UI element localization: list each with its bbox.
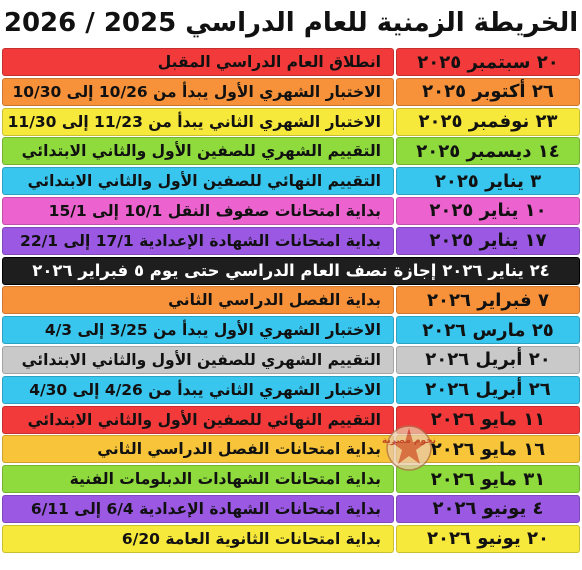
row-date: ٢٣ نوفمبر ٢٠٢٥ [396, 107, 580, 136]
row-date: ٢٦ أبريل ٢٠٢٦ [396, 375, 580, 404]
watermark-logo: نجوم مصرية [368, 420, 450, 476]
row-date: ٣١ مايو ٢٠٢٦ [396, 465, 580, 494]
row-event: بداية امتحانات الفصل الدراسي الثاني [2, 435, 394, 464]
row-event: التقييم النهائي للصفين الأول والثاني الا… [2, 405, 394, 434]
timeline-row: ٣١ مايو ٢٠٢٦ بداية امتحانات الشهادات الدب… [0, 465, 582, 494]
row-event: بداية امتحانات صفوف النقل 10/1 إلى 15/1 [2, 196, 394, 225]
timeline-row: ٢٠ أبريل ٢٠٢٦ التقييم الشهري للصفين الأول… [0, 345, 582, 374]
row-event: الاختبار الشهري الثاني يبدأ من 11/23 إلى… [2, 107, 394, 136]
timeline-row: ٣ يناير ٢٠٢٥ التقييم النهائي للصفين الأول… [0, 167, 582, 196]
holiday-banner-row: ٢٤ يناير ٢٠٢٦ إجازة نصف العام الدراسي حت… [0, 256, 582, 285]
row-event: بداية امتحانات الشهادات الدبلومات الفنية [2, 465, 394, 494]
row-date: ٧ فبراير ٢٠٢٦ [396, 286, 580, 315]
page-title: الخريطة الزمنية للعام الدراسي 2025 / 202… [3, 8, 579, 38]
row-date: ٢٠ يونيو ٢٠٢٦ [396, 524, 580, 553]
row-event: الاختبار الشهري الأول يبدأ من 10/26 إلى … [2, 77, 394, 106]
row-date: ١١ مايو ٢٠٢٦ [396, 405, 580, 434]
timeline-row: ٢٠ سبتمبر ٢٠٢٥ انطلاق العام الدراسي المقب… [0, 48, 582, 76]
row-event: بداية امتحانات الشهادة الإعدادية 17/1 إل… [2, 226, 394, 255]
holiday-banner: ٢٤ يناير ٢٠٢٦ إجازة نصف العام الدراسي حت… [2, 256, 580, 285]
row-event: بداية امتحانات الشهادة الإعدادية 6/4 إلى… [2, 494, 394, 523]
timeline-row: ٢٦ أبريل ٢٠٢٦ الاختبار الشهري الثاني يبدأ… [0, 375, 582, 404]
row-event: التقييم النهائي للصفين الأول والثاني الا… [2, 167, 394, 196]
row-event: بداية امتحانات الثانوية العامة 6/20 [2, 524, 394, 553]
timeline-row: ١١ مايو ٢٠٢٦ التقييم النهائي للصفين الأول… [0, 405, 582, 434]
row-date: ٢٠ أبريل ٢٠٢٦ [396, 345, 580, 374]
row-event: التقييم الشهري للصفين الأول والثاني الاب… [2, 345, 394, 374]
timeline-row: ٢٥ مارس ٢٠٢٦ الاختبار الشهري الأول يبدأ م… [0, 316, 582, 345]
row-event: انطلاق العام الدراسي المقبل [2, 48, 394, 76]
row-date: ٣ يناير ٢٠٢٥ [396, 167, 580, 196]
timeline-row: ١٠ يناير ٢٠٢٥ بداية امتحانات صفوف النقل 1… [0, 196, 582, 225]
timeline-row: ٢٦ أكتوبر ٢٠٢٥ الاختبار الشهري الأول يبدأ… [0, 77, 582, 106]
timeline-row: ٢٣ نوفمبر ٢٠٢٥ الاختبار الشهري الثاني يبد… [0, 107, 582, 136]
row-event: التقييم الشهري للصفين الأول والثاني الاب… [2, 137, 394, 166]
row-date: ٢٠ سبتمبر ٢٠٢٥ [396, 48, 580, 76]
row-event: الاختبار الشهري الأول يبدأ من 3/25 إلى 4… [2, 316, 394, 345]
timeline-row: ١٦ مايو ٢٠٢٦ بداية امتحانات الفصل الدراسي… [0, 435, 582, 464]
timeline-row: ١٧ يناير ٢٠٢٥ بداية امتحانات الشهادة الإع… [0, 226, 582, 255]
row-date: ٤ يونيو ٢٠٢٦ [396, 494, 580, 523]
row-date: ٢٥ مارس ٢٠٢٦ [396, 316, 580, 345]
row-date: ١٧ يناير ٢٠٢٥ [396, 226, 580, 255]
timeline-row: ٢٠ يونيو ٢٠٢٦ بداية امتحانات الثانوية الع… [0, 524, 582, 553]
timeline-row: ١٤ ديسمبر ٢٠٢٥ التقييم الشهري للصفين الأو… [0, 137, 582, 166]
row-date: ١٤ ديسمبر ٢٠٢٥ [396, 137, 580, 166]
row-event: الاختبار الشهري الثاني يبدأ من 4/26 إلى … [2, 375, 394, 404]
row-date: ١٠ يناير ٢٠٢٥ [396, 196, 580, 225]
timeline-row: ٧ فبراير ٢٠٢٦ بداية الفصل الدراسي الثاني [0, 286, 582, 315]
timeline-row: ٤ يونيو ٢٠٢٦ بداية امتحانات الشهادة الإعد… [0, 494, 582, 523]
row-date: ٢٦ أكتوبر ٢٠٢٥ [396, 77, 580, 106]
star-logo-icon [386, 425, 432, 471]
row-event: بداية الفصل الدراسي الثاني [2, 286, 394, 315]
timeline-table: ٢٠ سبتمبر ٢٠٢٥ انطلاق العام الدراسي المقب… [0, 48, 582, 555]
watermark-text: نجوم مصرية [381, 436, 437, 446]
